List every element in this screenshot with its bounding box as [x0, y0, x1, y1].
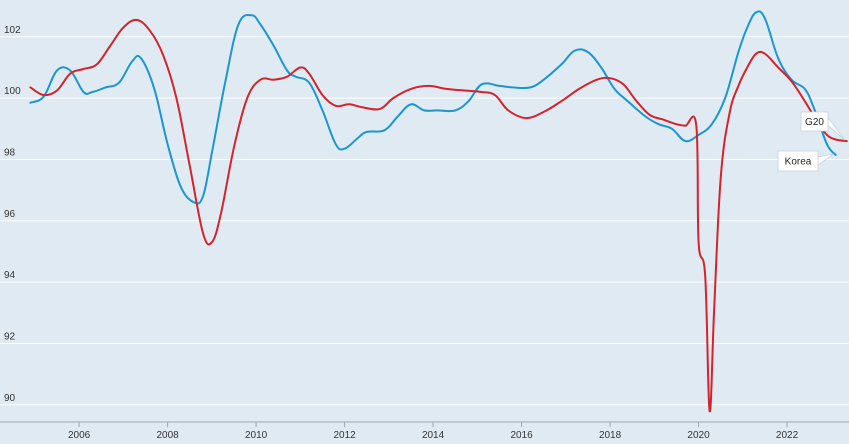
x-tick-label: 2018 [599, 430, 622, 441]
y-tick-label: 100 [4, 86, 21, 97]
x-tick-label: 2012 [333, 430, 356, 441]
series-labels: G20 Korea [777, 111, 846, 172]
series-line-g20[interactable] [29, 18, 848, 413]
y-tick-label: 90 [4, 393, 16, 404]
callout-box [777, 150, 819, 172]
x-tick-label: 2016 [510, 430, 533, 441]
y-tick-label: 98 [4, 147, 16, 158]
series-label-text: Korea [785, 157, 812, 168]
x-tick-label: 2006 [68, 430, 91, 441]
x-tick-label: 2020 [687, 430, 710, 441]
series-lines [29, 10, 848, 413]
y-tick-label: 96 [4, 209, 16, 220]
x-tick-label: 2010 [245, 430, 268, 441]
series-label-korea: Korea [777, 150, 834, 172]
y-tick-label: 94 [4, 270, 16, 281]
series-line-korea[interactable] [29, 10, 837, 205]
y-tick-label: 92 [4, 331, 16, 342]
series-label-text: G20 [805, 117, 824, 128]
x-axis-ticks: 2006 2008 2010 2012 2014 2016 2018 2020 2022 [68, 422, 799, 441]
x-tick-label: 2014 [422, 430, 445, 441]
y-tick-label: 102 [4, 25, 21, 36]
x-tick-label: 2008 [156, 430, 179, 441]
callout-box [800, 111, 829, 132]
x-tick-label: 2022 [776, 430, 799, 441]
series-label-g20: G20 [800, 111, 846, 141]
